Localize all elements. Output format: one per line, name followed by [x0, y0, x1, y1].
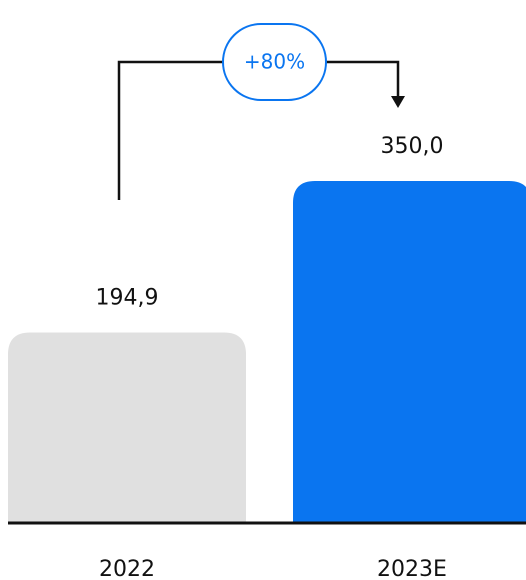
growth-badge	[222, 23, 327, 101]
category-label-2023e: 2023E	[377, 557, 447, 580]
bars-layer	[8, 181, 526, 523]
bar-2023e	[293, 181, 526, 523]
growth-arrowhead-icon	[391, 96, 405, 108]
value-labels-layer: 194,9 350,0	[96, 134, 444, 311]
value-label-2023e: 350,0	[381, 134, 444, 159]
category-labels-layer: 2022 2023E	[99, 557, 447, 580]
bar-2022	[8, 332, 246, 523]
growth-percentage-label: +80%	[244, 50, 305, 74]
category-label-2022: 2022	[99, 557, 155, 580]
growth-annotation: +80%	[117, 23, 405, 200]
value-label-2022: 194,9	[96, 286, 159, 311]
